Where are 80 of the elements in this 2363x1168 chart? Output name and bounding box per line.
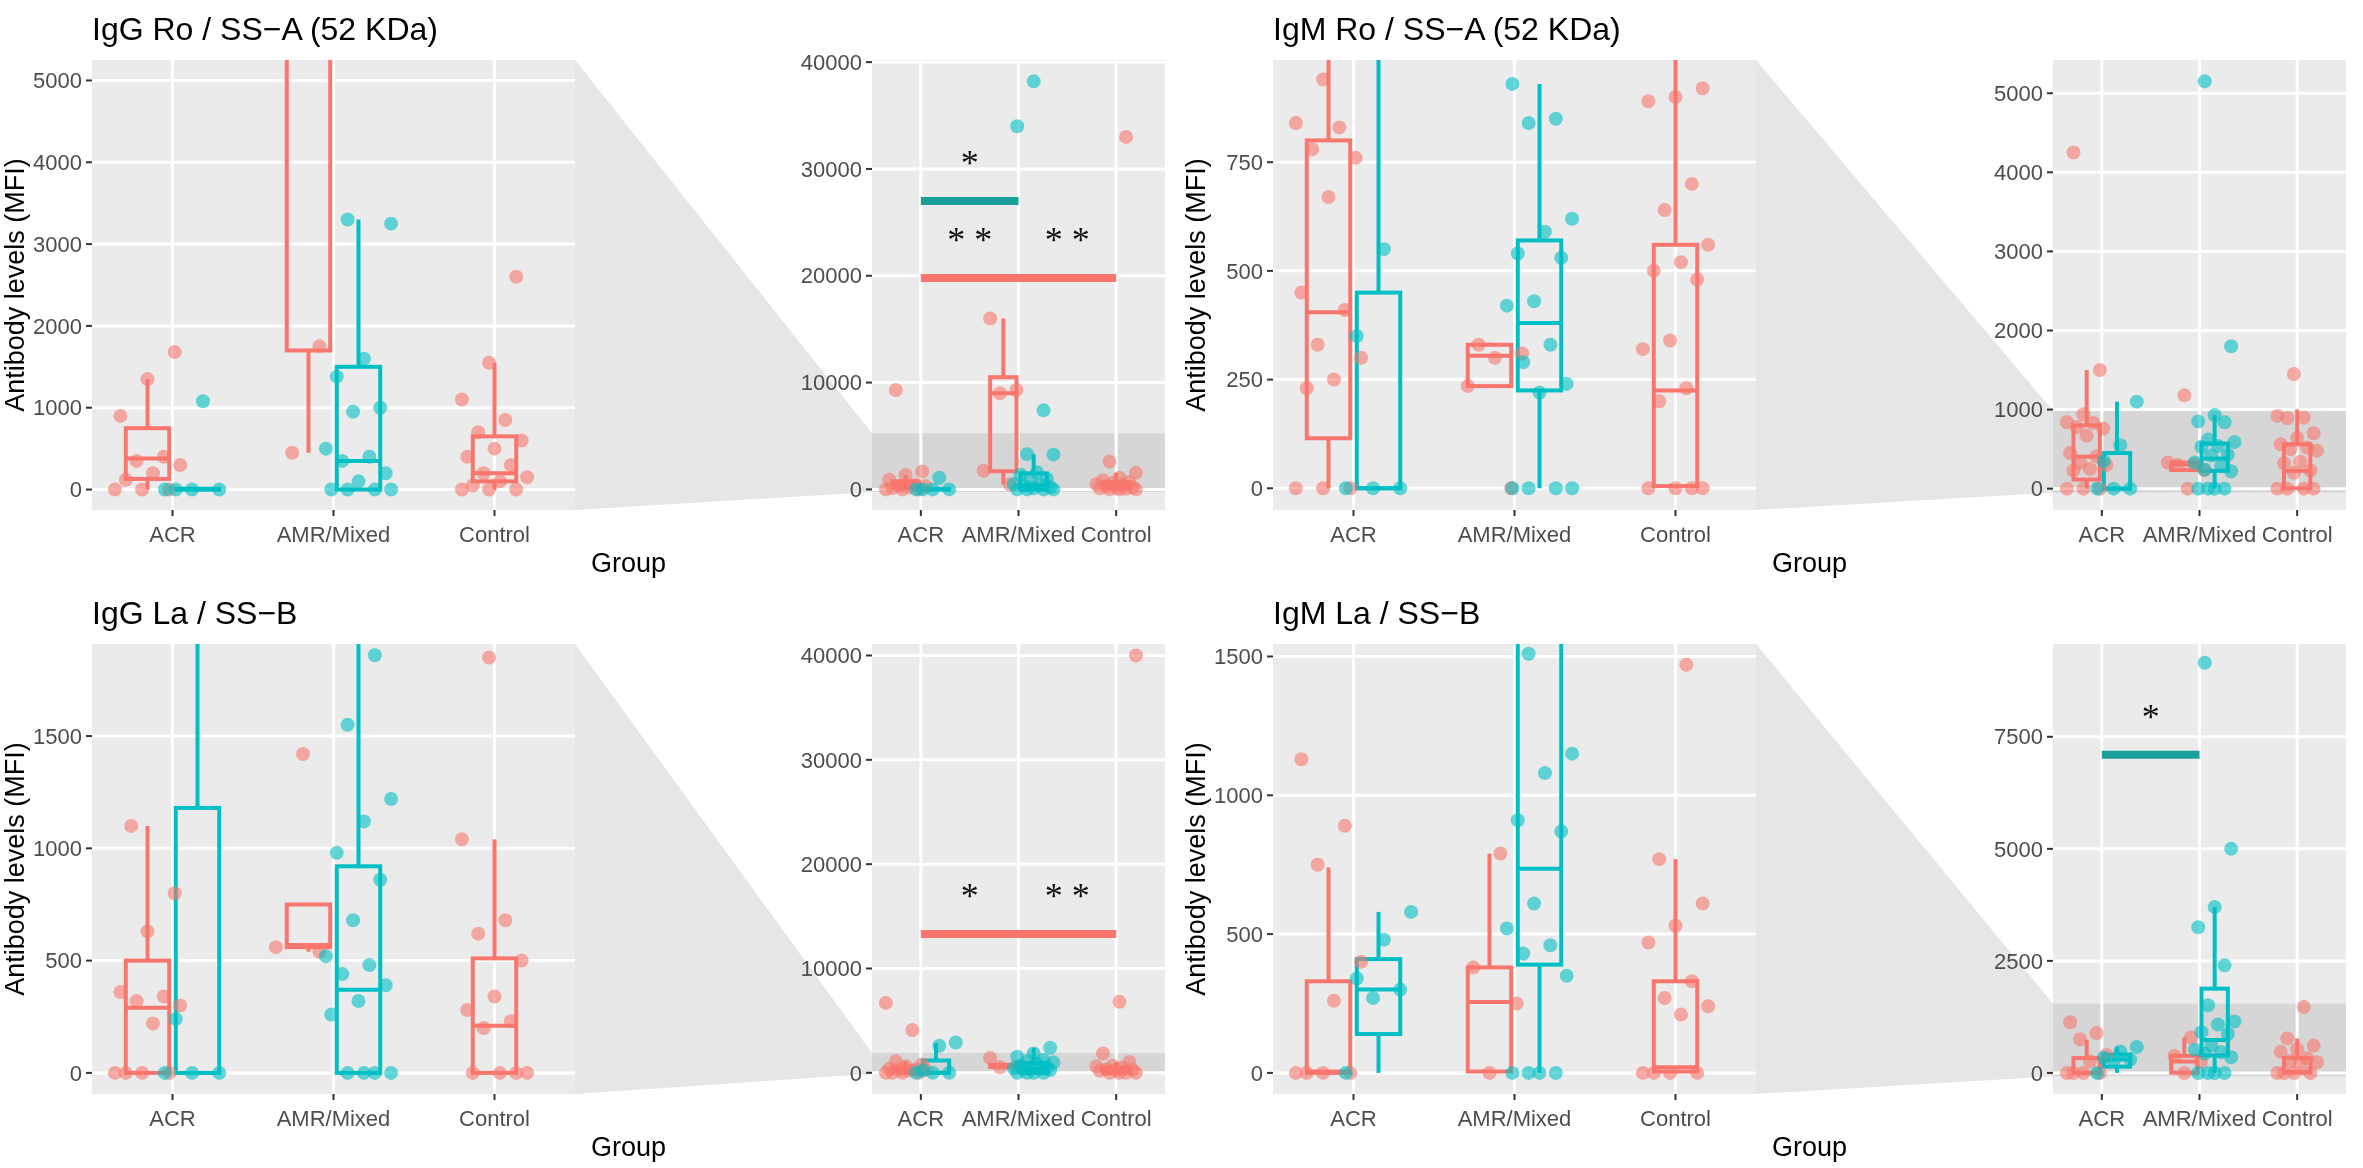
chart-title: IgG La / SS−B [92,595,298,631]
y-tick-label: 750 [1226,149,1263,175]
y-tick-label: 40000 [800,49,862,75]
y-tick-label: 3000 [33,231,82,257]
y-axis-title: Antibody levels (MFI) [1181,742,1211,996]
chart-title: IgM La / SS−B [1273,595,1481,631]
x-tick-label: Control [1080,1106,1152,1131]
y-tick-label: 30000 [800,747,862,773]
annotation: * * [947,219,993,260]
y-tick-label: 0 [849,477,862,503]
x-tick-label: AMR/Mixed [1457,1106,1572,1131]
x-tick-label: AMR/Mixed [276,1106,391,1131]
y-tick-label: 500 [1226,921,1263,947]
y-tick-label: 5000 [33,68,82,94]
x-tick-label: ACR [2078,522,2126,547]
x-axis-title: Group [590,548,667,578]
y-axis-title: Antibody levels (MFI) [0,742,30,996]
x-tick-label: AMR/Mixed [2142,522,2257,547]
y-tick-label: 2500 [1994,948,2043,974]
y-tick-label: 0 [2030,476,2043,502]
x-tick-label: AMR/Mixed [961,1106,1076,1131]
x-axis-title: Group [590,1132,667,1162]
y-tick-label: 0 [69,477,82,503]
y-axis-title: Antibody levels (MFI) [1181,158,1211,412]
y-tick-label: 4000 [33,149,82,175]
y-tick-label: 500 [1226,258,1263,284]
y-axis-title: Antibody levels (MFI) [0,158,30,412]
x-tick-label: Control [459,1106,530,1131]
y-tick-label: 40000 [800,643,862,669]
y-tick-label: 0 [849,1060,862,1086]
x-tick-label: ACR [1330,1106,1377,1131]
x-tick-label: ACR [897,522,945,547]
annotation: * [2141,696,2160,737]
y-tick-label: 0 [1250,1060,1263,1086]
y-tick-label: 2000 [33,313,82,339]
annotation: * [960,876,979,917]
y-tick-label: 1000 [33,395,82,421]
y-tick-label: 250 [1226,367,1263,393]
y-tick-label: 20000 [800,263,862,289]
x-tick-label: Control [459,522,530,547]
y-tick-label: 1000 [1994,397,2043,423]
y-tick-label: 4000 [1994,160,2043,185]
x-tick-label: ACR [149,522,196,547]
y-tick-label: 5000 [1994,836,2043,862]
x-tick-label: Control [1640,1106,1711,1131]
y-tick-label: 0 [2030,1060,2043,1086]
y-tick-label: 3000 [1994,239,2043,265]
y-tick-label: 1000 [33,836,82,862]
x-tick-label: AMR/Mixed [1457,522,1572,547]
x-tick-label: Control [2261,1106,2333,1131]
x-tick-label: Control [1080,522,1152,547]
y-tick-label: 20000 [800,851,862,877]
x-tick-label: AMR/Mixed [961,522,1076,547]
x-tick-label: ACR [1330,522,1377,547]
annotation: * * [1044,876,1090,917]
y-tick-label: 10000 [800,956,862,982]
y-tick-label: 0 [1250,475,1263,501]
x-tick-label: Control [2261,522,2333,547]
y-tick-label: 7500 [1994,724,2043,750]
y-tick-label: 2000 [1994,318,2043,344]
x-axis-title: Group [1771,1132,1848,1162]
y-tick-label: 1500 [33,723,82,749]
y-tick-label: 1000 [1214,783,1263,808]
x-tick-label: ACR [2078,1106,2126,1131]
chart-title: IgG Ro / SS−A (52 KDa) [92,11,438,47]
y-tick-label: 5000 [1994,80,2043,106]
y-tick-label: 10000 [800,370,862,396]
x-tick-label: ACR [897,1106,945,1131]
x-tick-label: Control [1640,522,1711,547]
annotation: * * [1044,219,1090,260]
y-tick-label: 1500 [1214,644,1263,670]
x-axis-title: Group [1771,548,1848,578]
y-tick-label: 500 [45,948,82,974]
x-tick-label: ACR [149,1106,196,1131]
chart-title: IgM Ro / SS−A (52 KDa) [1273,11,1621,47]
x-tick-label: AMR/Mixed [2142,1106,2257,1131]
y-tick-label: 30000 [800,156,862,182]
x-tick-label: AMR/Mixed [276,522,391,547]
annotation: * [960,142,979,183]
y-tick-label: 0 [69,1060,82,1086]
